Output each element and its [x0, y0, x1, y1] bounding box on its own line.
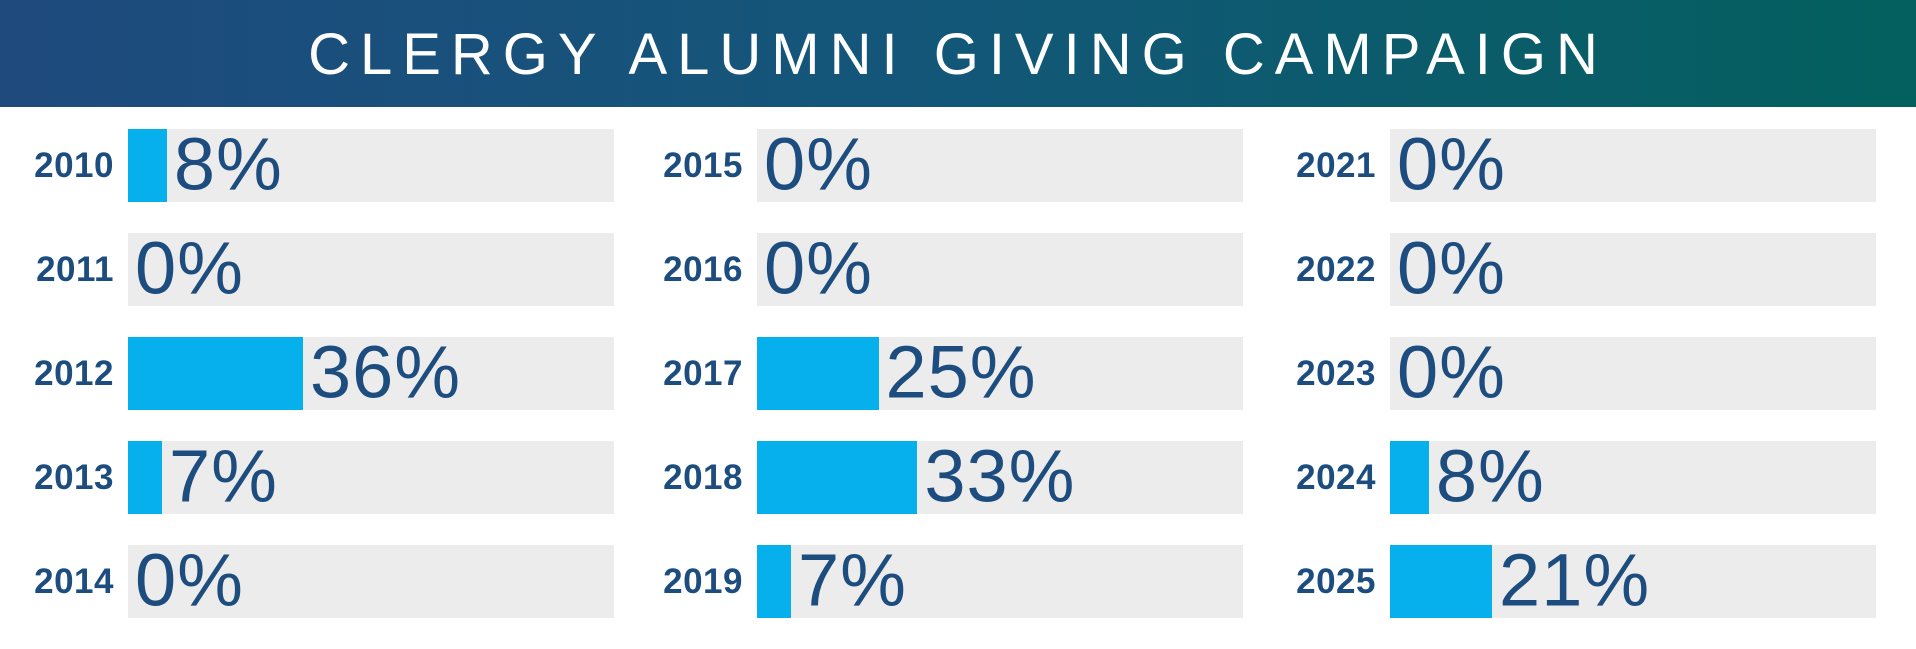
percent-label: 33% — [924, 434, 1076, 518]
bar-track: 8% — [128, 122, 614, 206]
bar-track: 7% — [128, 434, 614, 518]
percent-label: 0% — [1397, 226, 1506, 310]
year-row: 2012 36% — [30, 330, 614, 414]
bar-fill — [757, 545, 792, 618]
year-row: 2015 0% — [659, 122, 1243, 206]
bar-track: 7% — [757, 538, 1243, 622]
year-row: 2019 7% — [659, 538, 1243, 622]
year-row: 2011 0% — [30, 226, 614, 310]
bar-fill — [757, 441, 918, 514]
bar-track: 0% — [757, 226, 1243, 310]
percent-label: 25% — [885, 330, 1037, 414]
chart-column-3: 2021 0% 2022 0% 2023 0% 2024 8% 2025 21% — [1292, 122, 1876, 649]
year-label: 2012 — [34, 354, 114, 393]
percent-label: 0% — [764, 226, 873, 310]
bar-track: 0% — [1390, 122, 1876, 206]
year-row: 2010 8% — [30, 122, 614, 206]
bar-track: 25% — [757, 330, 1243, 414]
year-row: 2017 25% — [659, 330, 1243, 414]
year-label: 2025 — [1296, 562, 1376, 601]
bar-fill — [128, 129, 167, 202]
year-label: 2019 — [663, 562, 743, 601]
bar-track: 0% — [128, 538, 614, 622]
year-label: 2024 — [1296, 458, 1376, 497]
year-label: 2022 — [1296, 250, 1376, 289]
bar-track: 8% — [1390, 434, 1876, 518]
year-label: 2017 — [663, 354, 743, 393]
bar-fill — [757, 337, 879, 410]
year-row: 2014 0% — [30, 538, 614, 622]
year-label: 2010 — [34, 146, 114, 185]
year-label: 2013 — [34, 458, 114, 497]
bar-track: 0% — [1390, 330, 1876, 414]
percent-label: 21% — [1499, 538, 1651, 622]
bar-fill — [128, 337, 303, 410]
percent-label: 8% — [1435, 434, 1545, 518]
year-row: 2025 21% — [1292, 538, 1876, 622]
year-row: 2016 0% — [659, 226, 1243, 310]
bar-fill — [128, 441, 163, 514]
percent-label: 36% — [309, 330, 462, 414]
bar-track: 36% — [128, 330, 614, 414]
bar-fill — [1390, 545, 1493, 618]
bar-track: 0% — [1390, 226, 1876, 310]
year-label: 2014 — [34, 562, 114, 601]
year-row: 2024 8% — [1292, 434, 1876, 518]
year-label: 2021 — [1296, 146, 1376, 185]
percent-label: 7% — [169, 434, 278, 518]
header-banner: CLERGY ALUMNI GIVING CAMPAIGN — [0, 0, 1916, 107]
percent-label: 7% — [798, 538, 907, 622]
percent-label: 8% — [173, 122, 283, 206]
percent-label: 0% — [1397, 122, 1506, 206]
bar-track: 0% — [757, 122, 1243, 206]
chart-column-1: 2010 8% 2011 0% 2012 36% 2013 7% 2014 0% — [30, 122, 614, 649]
year-row: 2018 33% — [659, 434, 1243, 518]
year-label: 2018 — [663, 458, 743, 497]
bar-fill — [1390, 441, 1429, 514]
percent-label: 0% — [135, 226, 244, 310]
year-row: 2022 0% — [1292, 226, 1876, 310]
year-label: 2015 — [663, 146, 743, 185]
year-label: 2016 — [663, 250, 743, 289]
year-label: 2023 — [1296, 354, 1376, 393]
percent-label: 0% — [135, 538, 244, 622]
year-row: 2013 7% — [30, 434, 614, 518]
percent-label: 0% — [1397, 330, 1506, 414]
bar-track: 33% — [757, 434, 1243, 518]
page-title: CLERGY ALUMNI GIVING CAMPAIGN — [308, 22, 1608, 87]
year-row: 2021 0% — [1292, 122, 1876, 206]
year-row: 2023 0% — [1292, 330, 1876, 414]
bar-track: 21% — [1390, 538, 1876, 622]
percent-label: 0% — [764, 122, 873, 206]
bar-track: 0% — [128, 226, 614, 310]
year-label: 2011 — [36, 250, 114, 289]
chart-column-2: 2015 0% 2016 0% 2017 25% 2018 33% 2019 7% — [659, 122, 1243, 649]
